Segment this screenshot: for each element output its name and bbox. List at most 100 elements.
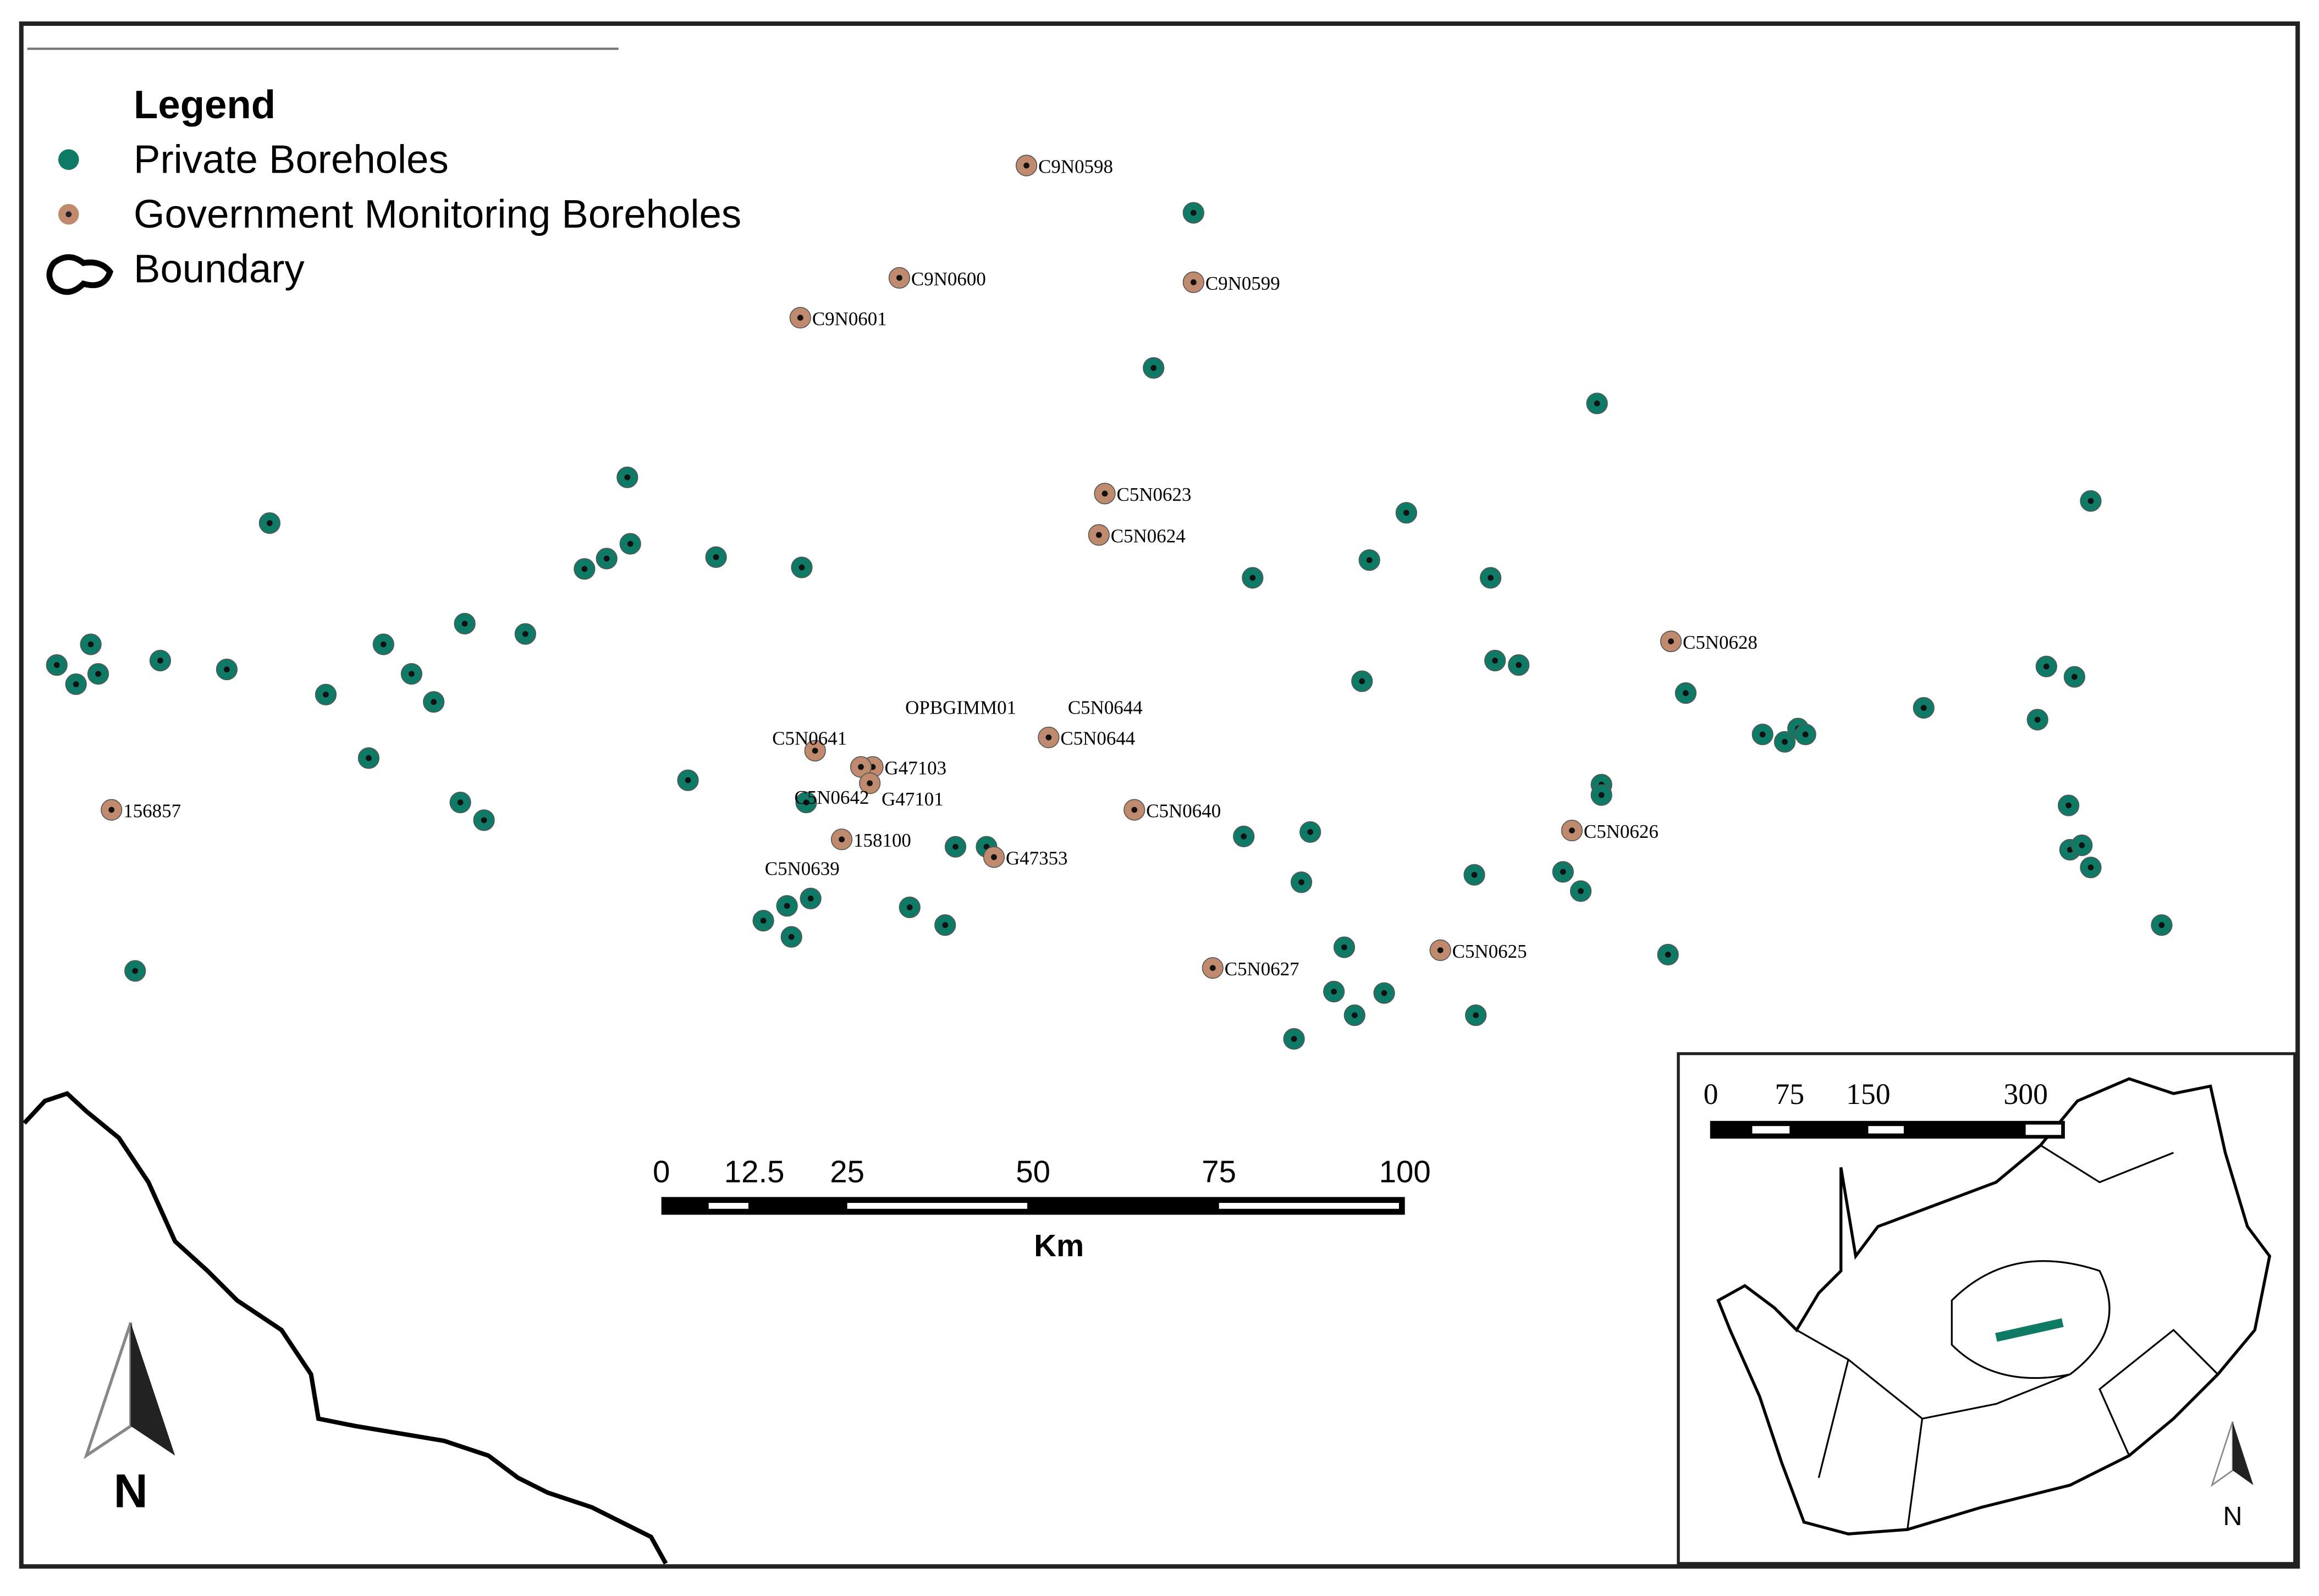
inset-study-area	[1995, 1318, 2064, 1342]
borehole-label: G47353	[1006, 847, 1068, 869]
private-borehole-dot	[1351, 1012, 1358, 1019]
private-borehole-dot	[1150, 365, 1157, 371]
borehole-label: C5N0623	[1117, 484, 1192, 505]
private-borehole-dot	[366, 755, 372, 761]
legend-gov-dot	[65, 211, 72, 218]
private-borehole-dot	[807, 895, 814, 902]
borehole-label: C5N0628	[1683, 632, 1758, 653]
private-borehole-dot	[1403, 510, 1409, 516]
borehole-label: C5N0640	[1146, 800, 1221, 821]
private-borehole-dot	[1341, 944, 1347, 951]
private-borehole-dot	[1578, 888, 1584, 894]
inset-scale-tick-label: 0	[1704, 1078, 1718, 1111]
scale-bar-segment	[708, 1203, 748, 1209]
private-borehole-dot	[73, 681, 79, 687]
private-borehole-dot	[906, 904, 913, 910]
inset-scale-segment	[1752, 1126, 1790, 1134]
private-borehole-dot	[627, 540, 634, 547]
private-borehole-dot	[1516, 662, 1522, 668]
borehole-label: 156857	[123, 800, 181, 821]
borehole-label: C9N0598	[1038, 156, 1113, 177]
borehole-label: G47101	[882, 788, 944, 810]
government-borehole-dot	[1101, 490, 1108, 497]
private-borehole-dot	[1598, 792, 1605, 798]
borehole-label: C5N0644	[1060, 728, 1135, 749]
private-borehole-dot	[1331, 988, 1337, 995]
private-borehole-dot	[380, 641, 387, 648]
borehole-label: C9N0599	[1205, 273, 1280, 294]
private-borehole-dot	[2071, 673, 2078, 680]
government-borehole-dot	[108, 807, 115, 813]
private-borehole-dot	[1249, 575, 1256, 581]
private-borehole-dot	[1683, 690, 1689, 697]
private-borehole-dot	[457, 799, 464, 805]
private-borehole-dot	[1594, 400, 1600, 407]
borehole-label: OPBGIMM01	[905, 697, 1016, 718]
government-borehole-dot	[867, 780, 873, 786]
private-borehole-dot	[1307, 829, 1314, 835]
inset-scale-tick-label: 300	[2003, 1078, 2048, 1111]
inset-scale-bar-white	[2025, 1124, 2062, 1135]
private-borehole-dot	[1471, 871, 1478, 878]
private-borehole-dot	[2034, 716, 2041, 723]
private-borehole-dot	[2043, 663, 2050, 670]
scale-tick-label: 100	[1379, 1154, 1431, 1189]
private-borehole-dot	[942, 922, 949, 929]
legend-title: Legend	[134, 82, 276, 127]
private-borehole-dot	[760, 918, 767, 924]
borehole-label: C5N0625	[1452, 941, 1527, 962]
private-borehole-dot	[431, 699, 437, 705]
borehole-label: C5N0626	[1584, 821, 1659, 842]
private-borehole-dot	[1241, 833, 1247, 840]
private-borehole-dot	[481, 817, 487, 824]
private-borehole-dot	[522, 631, 528, 637]
legend-private-marker	[58, 149, 79, 170]
government-borehole-dot	[1023, 162, 1029, 169]
government-borehole-dot	[1209, 965, 1216, 971]
private-borehole-dot	[461, 620, 468, 627]
inset-provinces	[1796, 1144, 2219, 1530]
private-borehole-dot	[1665, 952, 1671, 958]
private-borehole-dot	[1759, 731, 1766, 738]
legend-item: Private Boreholes	[134, 137, 449, 181]
scale-tick-label: 12.5	[724, 1154, 785, 1189]
government-borehole-dot	[1045, 734, 1052, 741]
private-borehole-dot	[952, 843, 959, 850]
private-borehole-dot	[1381, 990, 1387, 996]
borehole-label: G47103	[885, 757, 947, 778]
private-borehole-dot	[788, 934, 795, 940]
borehole-label: C5N0624	[1111, 525, 1186, 546]
private-borehole-dot	[1802, 731, 1809, 738]
private-borehole-dot	[603, 555, 610, 562]
private-borehole-dot	[803, 799, 809, 805]
private-borehole-dot	[798, 564, 805, 571]
private-borehole-dot	[224, 666, 230, 673]
private-borehole-dot	[1560, 869, 1566, 875]
private-borehole-dot	[53, 662, 60, 668]
private-borehole-dot	[1298, 879, 1304, 886]
government-borehole-dot	[797, 314, 803, 321]
legend-item: Government Monitoring Boreholes	[134, 192, 741, 236]
government-borehole-dot	[1131, 807, 1138, 813]
borehole-label: C5N0641	[772, 728, 847, 749]
private-borehole-dot	[1488, 575, 1494, 581]
private-borehole-dot	[2158, 922, 2165, 929]
private-borehole-dot	[95, 671, 101, 677]
private-borehole-dot	[2087, 498, 2094, 504]
scale-tick-label: 50	[1016, 1154, 1050, 1189]
government-borehole-dot	[812, 748, 818, 754]
scale-bar-segment	[847, 1203, 1027, 1209]
government-borehole-dot	[991, 854, 997, 860]
private-borehole-dot	[2079, 842, 2085, 848]
private-borehole-dot	[2065, 802, 2072, 809]
legend-item: Boundary	[134, 246, 305, 291]
borehole-label: C5N0627	[1225, 958, 1299, 980]
inset-north-label: N	[2223, 1501, 2242, 1531]
legend: Private Boreholes Government Monitoring …	[46, 137, 741, 295]
inset-scale-tick-label: 150	[1846, 1078, 1891, 1111]
inset-scale-segment	[1868, 1126, 1904, 1134]
government-borehole-dot	[1668, 638, 1674, 644]
borehole-label: C9N0600	[911, 268, 986, 290]
borehole-label: C5N0644	[1068, 697, 1143, 718]
